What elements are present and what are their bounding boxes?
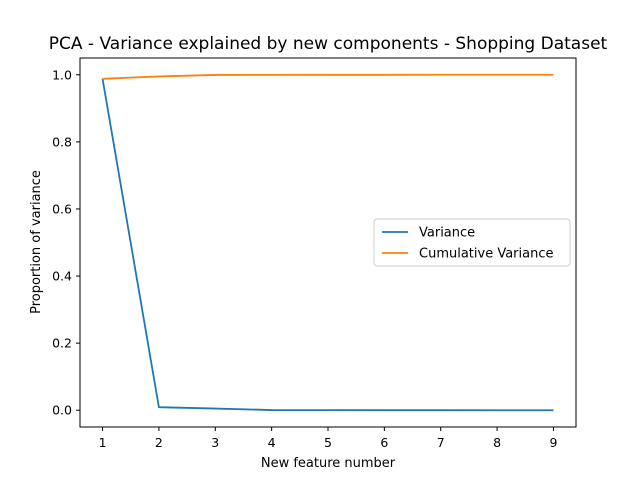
y-tick-label: 0.0 <box>52 403 72 418</box>
x-tick-label: 3 <box>211 435 219 450</box>
x-axis-label: New feature number <box>261 456 396 471</box>
x-tick-label: 8 <box>493 435 501 450</box>
y-axis-label: Proportion of variance <box>29 170 44 314</box>
x-axis-ticks: 1 2 3 4 5 6 7 8 9 <box>99 427 557 450</box>
x-tick-label: 4 <box>268 435 276 450</box>
legend: Variance Cumulative Variance <box>373 218 571 267</box>
x-tick-label: 7 <box>437 435 445 450</box>
y-tick-label: 1.0 <box>52 67 72 82</box>
y-axis-ticks: 0.0 0.2 0.4 0.6 0.8 1.0 <box>52 67 80 418</box>
x-tick-label: 1 <box>99 435 107 450</box>
legend-label-2: Cumulative Variance <box>419 247 554 262</box>
y-tick-label: 0.2 <box>52 336 72 351</box>
series-line-1 <box>101 78 554 412</box>
x-tick-label: 2 <box>155 435 163 450</box>
legend-box <box>373 218 571 267</box>
series-line-2 <box>102 73 554 80</box>
plot-lines <box>101 73 554 412</box>
chart-title: PCA - Variance explained by new componen… <box>49 34 608 54</box>
y-tick-label: 0.4 <box>52 269 72 284</box>
x-tick-label: 5 <box>324 435 332 450</box>
x-tick-label: 9 <box>549 435 557 450</box>
y-tick-label: 0.8 <box>52 134 72 149</box>
y-tick-label: 0.6 <box>52 201 72 216</box>
legend-label-1: Variance <box>419 226 475 241</box>
x-tick-label: 6 <box>380 435 388 450</box>
